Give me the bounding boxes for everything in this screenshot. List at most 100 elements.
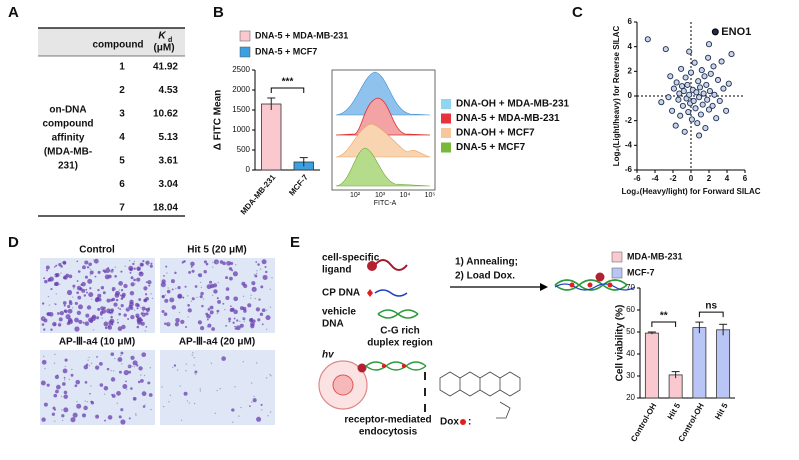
- point: [713, 115, 720, 122]
- cell-dot: [226, 260, 232, 266]
- pore: [151, 297, 154, 300]
- cell-dot: [259, 312, 264, 317]
- cell-dot: [68, 274, 73, 279]
- legend-label: MCF-7: [627, 267, 655, 277]
- x-tick-label: -6: [633, 174, 641, 183]
- pore: [144, 404, 146, 406]
- pore: [210, 362, 213, 364]
- cell-dot: [142, 260, 145, 263]
- pore: [202, 298, 205, 300]
- cell-dot: [129, 306, 134, 310]
- y-tick-label: 4: [628, 42, 633, 51]
- cell-dot: [149, 264, 153, 268]
- cell-dot: [107, 267, 110, 269]
- cell-dot: [129, 301, 134, 307]
- flow-tick-label: 10²: [350, 192, 361, 199]
- pore: [44, 367, 46, 370]
- cell-dot: [118, 312, 121, 316]
- cell-dot: [57, 323, 62, 327]
- cell-dot: [97, 288, 100, 292]
- cell-dot: [239, 306, 244, 311]
- cell-dot: [97, 307, 101, 311]
- pore: [76, 400, 78, 403]
- cell-dot: [89, 287, 92, 290]
- cell-dot: [130, 282, 135, 287]
- cell-dot: [67, 304, 71, 309]
- cell-dot: [180, 319, 185, 324]
- pore: [216, 261, 218, 264]
- flow-tick-label: 10⁴: [400, 192, 411, 199]
- pore: [179, 385, 181, 387]
- cell-dot: [110, 315, 113, 319]
- y-tick-label: -6: [625, 165, 633, 174]
- cell-dot: [62, 301, 67, 305]
- legend-swatch: [441, 113, 451, 124]
- cell-dot: [86, 305, 92, 310]
- pore: [129, 259, 131, 262]
- cell-dot: [63, 309, 67, 313]
- pore: [208, 307, 210, 309]
- cell-dot: [184, 285, 187, 288]
- pore: [243, 317, 245, 319]
- pore: [134, 283, 136, 285]
- point: [670, 85, 677, 92]
- cell-dot: [130, 276, 134, 280]
- cell-dot: [231, 408, 235, 412]
- cell-dot: [141, 391, 147, 397]
- cell-dot: [191, 297, 195, 301]
- pore: [232, 421, 234, 423]
- pore: [251, 401, 253, 403]
- cell-dot: [143, 298, 148, 303]
- cell-dot: [43, 318, 48, 323]
- pore: [54, 275, 56, 277]
- y-tick-label: 0: [246, 165, 251, 174]
- pore: [143, 374, 146, 377]
- pore: [117, 319, 119, 321]
- panel-label: D: [8, 234, 19, 251]
- cell-dot: [76, 403, 82, 409]
- cell-dot: [90, 400, 93, 404]
- legend-label: DNA-5 + MDA-MB-231: [255, 30, 348, 40]
- cell-dot: [120, 270, 123, 273]
- pore: [150, 408, 152, 411]
- point: [728, 51, 735, 58]
- cell-dot: [106, 298, 111, 303]
- cell-dot: [114, 274, 117, 278]
- cell-dot: [191, 269, 195, 273]
- cell-dot: [85, 288, 88, 291]
- legend-swatch: [441, 128, 451, 138]
- table-row-label: affinity: [52, 133, 85, 144]
- point: [686, 48, 693, 55]
- cell-dot: [63, 376, 66, 379]
- point: [696, 84, 704, 91]
- x-tick-label: MCF-7: [287, 172, 310, 197]
- point: [705, 54, 712, 61]
- table-row-label: (MDA-MB-: [44, 147, 92, 158]
- cp-dna: [374, 289, 408, 297]
- pore: [214, 412, 217, 415]
- cell-dot: [46, 383, 50, 387]
- pore: [185, 370, 187, 372]
- cell-dot: [70, 373, 74, 377]
- cell-dot: [111, 393, 114, 396]
- cell-dot: [133, 267, 136, 270]
- cell-dot: [190, 261, 195, 267]
- pore: [71, 296, 74, 298]
- pore: [266, 328, 268, 330]
- pore: [176, 369, 179, 371]
- label: receptor-mediated: [344, 415, 431, 426]
- cell-dot: [165, 265, 168, 268]
- dox-dot: [381, 363, 387, 369]
- cell-dot: [255, 307, 261, 312]
- cell-dot: [107, 325, 113, 330]
- cell-dot: [260, 285, 264, 289]
- y-tick-label: 2: [628, 66, 633, 75]
- cell-dot: [96, 316, 100, 320]
- cell-dot: [197, 320, 203, 325]
- pore: [200, 286, 203, 289]
- pore: [133, 366, 136, 368]
- pore: [253, 273, 256, 276]
- cell-dot: [230, 261, 234, 265]
- cell-dot: [264, 265, 267, 268]
- point: [709, 102, 716, 109]
